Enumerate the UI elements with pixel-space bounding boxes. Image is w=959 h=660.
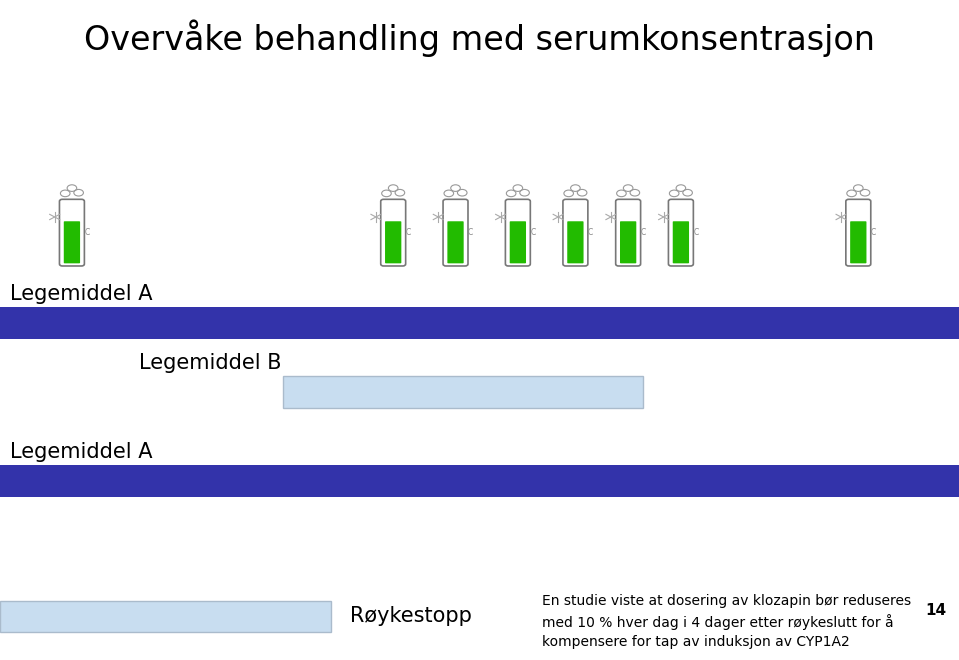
Text: C: C [468,228,473,237]
Text: C: C [641,228,645,237]
FancyBboxPatch shape [385,221,401,263]
Text: C: C [530,228,535,237]
Bar [0,465,959,497]
FancyBboxPatch shape [443,199,468,266]
Text: Legemiddel A: Legemiddel A [10,442,152,462]
Bar [0,307,959,339]
FancyBboxPatch shape [505,199,530,266]
Text: C: C [693,228,698,237]
FancyBboxPatch shape [567,221,583,263]
Text: C: C [406,228,410,237]
FancyBboxPatch shape [672,221,689,263]
FancyBboxPatch shape [59,199,84,266]
FancyBboxPatch shape [563,199,588,266]
FancyBboxPatch shape [620,221,637,263]
FancyBboxPatch shape [447,221,464,263]
Text: Legemiddel B: Legemiddel B [139,353,282,373]
Text: Røykestopp: Røykestopp [350,607,472,626]
Text: En studie viste at dosering av klozapin bør reduseres
med 10 % hver dag i 4 dage: En studie viste at dosering av klozapin … [542,594,911,649]
FancyBboxPatch shape [851,221,867,263]
FancyBboxPatch shape [381,199,406,266]
Text: C: C [871,228,876,237]
Text: 14: 14 [925,603,947,618]
Bar [0,601,331,632]
FancyBboxPatch shape [63,221,81,263]
Text: C: C [588,228,593,237]
FancyBboxPatch shape [510,221,526,263]
Text: Overvåke behandling med serumkonsentrasjon: Overvåke behandling med serumkonsentrasj… [84,20,875,57]
FancyBboxPatch shape [616,199,641,266]
FancyBboxPatch shape [668,199,693,266]
FancyBboxPatch shape [846,199,871,266]
Bar [283,376,643,408]
Text: C: C [84,228,89,237]
Text: Legemiddel A: Legemiddel A [10,284,152,304]
